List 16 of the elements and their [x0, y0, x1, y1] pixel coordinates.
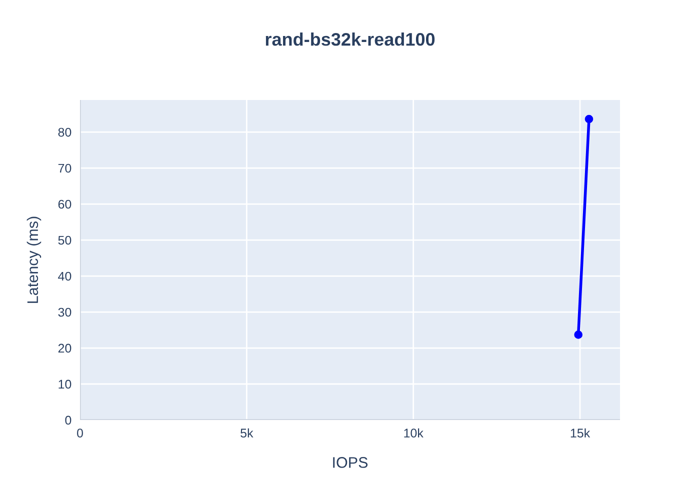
x-tick-label: 15k [570, 428, 590, 438]
y-tick-label: 0 [65, 416, 72, 425]
y-tick-label: 10 [58, 380, 72, 389]
x-tick-label: 10k [404, 428, 424, 438]
y-tick-label: 40 [58, 272, 72, 281]
x-axis-title: IOPS [333, 457, 368, 468]
x-tick-label: 0 [77, 428, 83, 438]
chart-title: rand-bs32k-read100 [266, 32, 435, 46]
y-tick-label: 50 [58, 236, 72, 245]
x-tick-label: 5k [240, 428, 254, 438]
y-tick-label: 80 [58, 128, 72, 137]
y-axis-title: Latency (ms) [26, 216, 42, 303]
y-tick-label: 70 [58, 164, 72, 173]
y-tick-label: 60 [58, 200, 72, 209]
y-tick-label: 20 [58, 344, 72, 353]
y-tick-label: 30 [58, 308, 72, 317]
